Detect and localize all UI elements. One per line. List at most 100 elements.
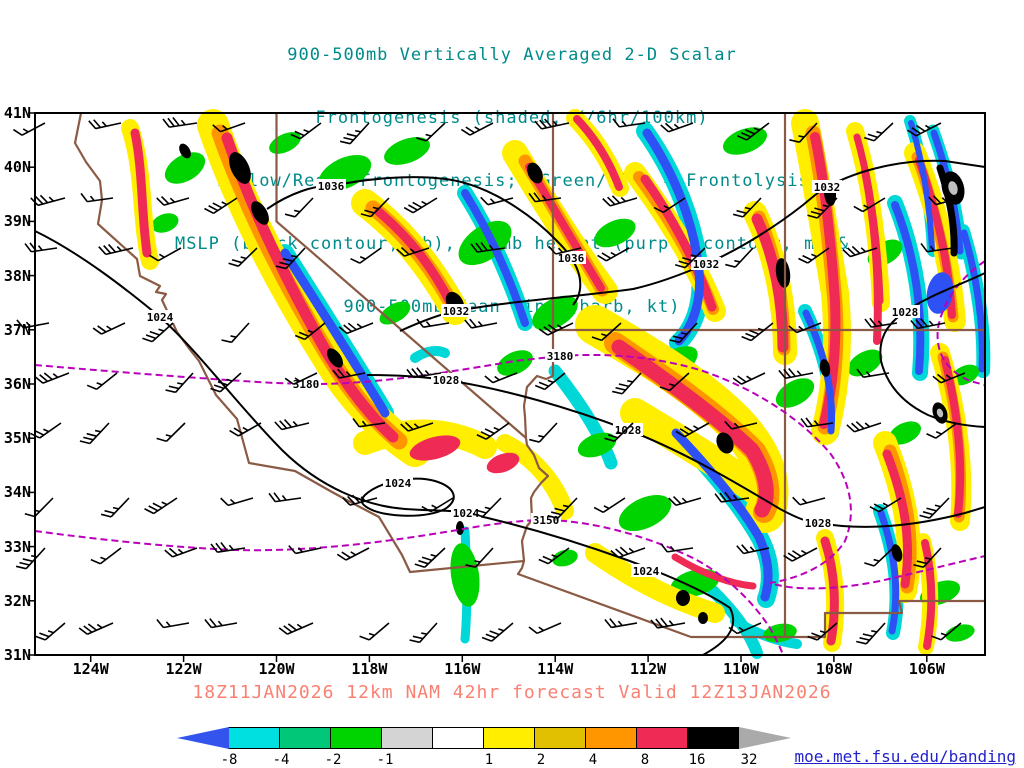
x-axis-label: 116W	[444, 660, 481, 678]
wind-barb	[408, 616, 438, 647]
nevada-arizona-border	[522, 330, 555, 439]
y-axis-label: 32N	[3, 591, 31, 610]
wind-barb	[650, 613, 686, 630]
colorbar-tick-label: 1	[484, 752, 494, 768]
contour-label: 1028	[892, 306, 919, 319]
wind-barb	[460, 114, 494, 139]
colorbar-segment	[228, 727, 280, 749]
wind-barb	[87, 113, 122, 131]
extreme-black-band	[936, 164, 958, 257]
colorbar-tick-label: -8	[220, 752, 238, 768]
wind-barb	[667, 488, 702, 508]
x-axis-label: 122W	[165, 660, 202, 678]
contour-label: 1028	[615, 424, 642, 437]
colorbar-segment	[279, 727, 331, 749]
x-axis-label: 124W	[72, 660, 109, 678]
colorbar-segment	[636, 727, 688, 749]
contour-label: 3150	[533, 514, 560, 527]
y-axis-label: 31N	[3, 646, 31, 664]
wind-barb	[660, 538, 694, 554]
contour-label: 1036	[558, 252, 585, 265]
x-axis-label: 108W	[815, 660, 852, 678]
wind-barb	[528, 613, 562, 637]
x-axis-label: 106W	[908, 660, 945, 678]
y-axis-label: 39N	[3, 212, 31, 231]
wind-barb	[479, 188, 514, 207]
colorbar-segment	[585, 727, 637, 749]
wind-barb	[156, 613, 190, 630]
wind-barb	[98, 238, 134, 257]
site-link[interactable]: moe.met.fsu.edu/banding	[794, 747, 1016, 766]
wind-barb	[80, 188, 114, 204]
wind-barb	[268, 488, 302, 504]
wind-barb	[92, 314, 126, 337]
forecast-caption: 18Z11JAN2026 12km NAM 42hr forecast Vali…	[192, 682, 832, 703]
wind-barb	[288, 538, 322, 556]
wind-barb	[414, 540, 446, 572]
wind-barb	[349, 239, 382, 267]
axis-ticks	[28, 112, 928, 662]
colorbar	[177, 727, 791, 749]
colorbar-left-arrow	[177, 727, 229, 749]
wind-barb	[155, 415, 186, 446]
wind-barb	[34, 615, 66, 644]
wind-barb	[79, 416, 110, 448]
wind-barb	[219, 488, 254, 508]
wind-barb	[791, 488, 826, 507]
contour-label: 1028	[433, 374, 460, 387]
colorbar-tick-label: -4	[272, 752, 290, 768]
y-axis-label: 38N	[3, 266, 31, 285]
coastline-mexico-border	[73, 112, 985, 639]
colorbar-tick-label: -1	[376, 752, 394, 768]
wind-barb	[155, 188, 190, 208]
colorbar-segment	[534, 727, 586, 749]
contour-label: 1028	[805, 517, 832, 530]
wind-barb	[863, 115, 894, 146]
wind-barb	[274, 413, 310, 432]
california-nevada-border	[275, 113, 527, 439]
y-axis-label: 35N	[3, 429, 31, 448]
wind-barb	[278, 613, 314, 637]
height-contours	[34, 260, 986, 656]
y-axis-label: 40N	[3, 158, 31, 177]
y-axis-label: 34N	[3, 483, 31, 502]
wind-barb	[659, 113, 694, 135]
contour-label: 1024	[633, 565, 660, 578]
x-axis-label: 120W	[258, 660, 295, 678]
x-axis-label: 112W	[630, 660, 667, 678]
contour-label: 1032	[443, 305, 470, 318]
colorbar-tick-label: 2	[536, 752, 546, 768]
contour-label: 3180	[547, 350, 574, 363]
wind-barb	[204, 613, 238, 630]
colorbar-tick-label: 8	[640, 752, 650, 768]
colorbar-tick-label: 16	[688, 752, 706, 768]
contour-label: 1036	[318, 180, 345, 193]
state-borders	[73, 112, 985, 639]
wind-barb	[528, 416, 558, 447]
wind-barb	[210, 538, 246, 554]
colorbar-segment	[330, 727, 382, 749]
wind-barb	[593, 489, 626, 516]
wind-barb	[782, 539, 818, 565]
wind-barb	[143, 489, 178, 518]
wind-barb	[732, 364, 766, 388]
y-axis-label: 33N	[3, 537, 31, 556]
contour-label: 1024	[385, 477, 412, 490]
contour-label: 1032	[693, 258, 720, 271]
wind-barb	[724, 241, 754, 272]
wind-barb	[220, 316, 250, 347]
x-axis-label: 118W	[351, 660, 388, 678]
y-axis-label: 36N	[3, 375, 31, 393]
wind-barb	[855, 616, 886, 649]
wind-barb	[403, 189, 438, 217]
wind-barb	[163, 538, 198, 560]
wind-barb	[162, 113, 198, 129]
x-axis-label: 114W	[537, 660, 574, 678]
frontogenesis-red-patches	[409, 435, 520, 474]
wind-barb	[846, 413, 882, 435]
mslp-contour-labels: 1024 1024 1024 1024 1028 1028 1028 1028 1032 1032…	[145, 179, 920, 578]
wind-barb	[228, 414, 262, 440]
wind-barb	[78, 613, 114, 638]
